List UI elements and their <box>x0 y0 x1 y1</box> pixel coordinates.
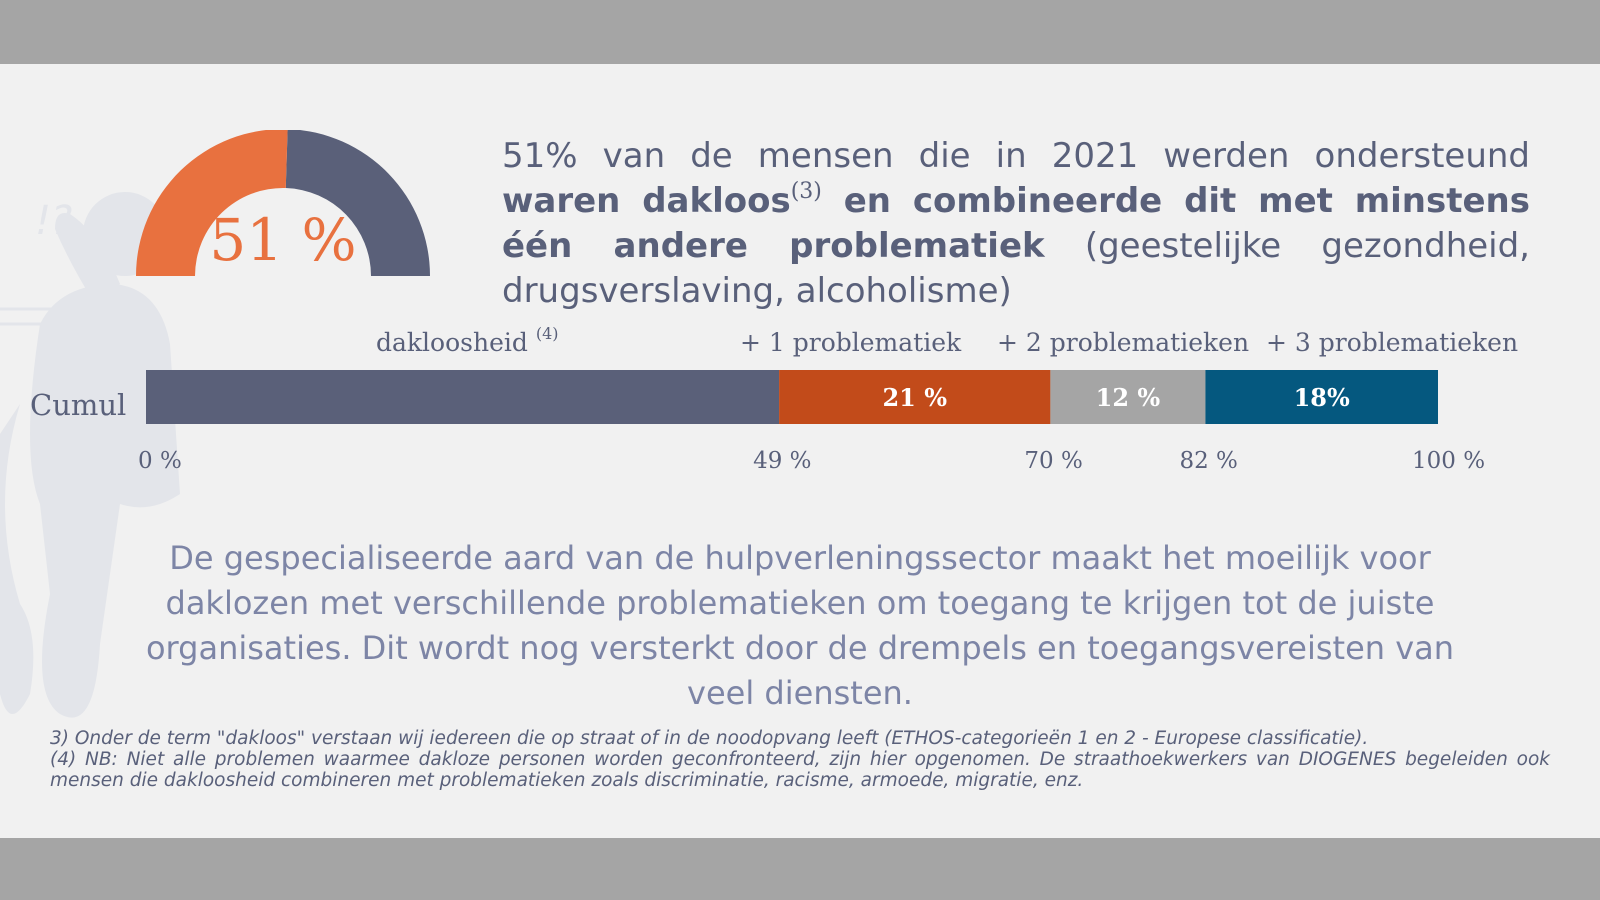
headline-part2: (geestelijke gezondheid, drugsverslaving… <box>502 226 1530 311</box>
category-label-3: + 3 problematieken <box>1266 328 1519 357</box>
slide-panel: !? 51 % 51% van de mensen die in 2021 we… <box>0 64 1600 838</box>
bar-segment-label-1: 21 % <box>882 383 947 412</box>
headline-text: 51% van de mensen die in 2021 werden ond… <box>502 134 1530 314</box>
stacked-bar-chart: 21 % 12 % 18% <box>146 370 1438 424</box>
axis-tick-label: 70 % <box>1024 448 1083 474</box>
bar-segment-label-3: 18% <box>1294 383 1350 412</box>
footnote-3: 3) Onder de term "dakloos" verstaan wij … <box>50 728 1369 749</box>
bar-segment-3 <box>1205 370 1438 424</box>
gauge-value-label: 51 % <box>209 206 356 274</box>
explanation-paragraph: De gespecialiseerde aard van de hulpverl… <box>145 539 1455 712</box>
top-band <box>0 0 1600 64</box>
headline-bold1: waren dakloos <box>502 181 791 221</box>
category-label-1: + 1 problematiek <box>740 328 962 357</box>
gauge-arc-value <box>136 130 288 276</box>
bar-segment-label-2: 12 % <box>1096 383 1161 412</box>
svg-text:!?: !? <box>35 198 72 244</box>
row-label-cumul: Cumul <box>30 388 127 422</box>
axis-tick-label: 100 % <box>1412 448 1486 474</box>
bar-segment-1 <box>779 370 1051 424</box>
bottom-band <box>0 838 1600 900</box>
headline-bold2: en combineerde dit met minstens één ande… <box>502 181 1530 266</box>
footnotes: 3) Onder de term "dakloos" verstaan wij … <box>50 728 1550 791</box>
axis-tick-label: 82 % <box>1179 448 1238 474</box>
bar-segment-0 <box>146 370 780 424</box>
gauge-arc-rest <box>285 130 430 276</box>
footnote-ref-4: (4) <box>535 324 559 343</box>
footnote-4: (4) NB: Niet alle problemen waarmee dakl… <box>50 749 1550 791</box>
bar-segment-2 <box>1050 370 1206 424</box>
category-label-dakloosheid: dakloosheid (4) <box>376 324 559 358</box>
gauge-chart: 51 % <box>136 130 430 276</box>
headline-part1: 51% van de mensen die in 2021 werden ond… <box>502 136 1530 176</box>
footnote-ref-3: (3) <box>790 179 822 204</box>
axis-tick-label: 49 % <box>753 448 812 474</box>
axis-tick-label: 0 % <box>138 448 182 474</box>
worried-person-illustration: !? <box>0 192 180 718</box>
category-label-2: + 2 problematieken <box>997 328 1250 357</box>
